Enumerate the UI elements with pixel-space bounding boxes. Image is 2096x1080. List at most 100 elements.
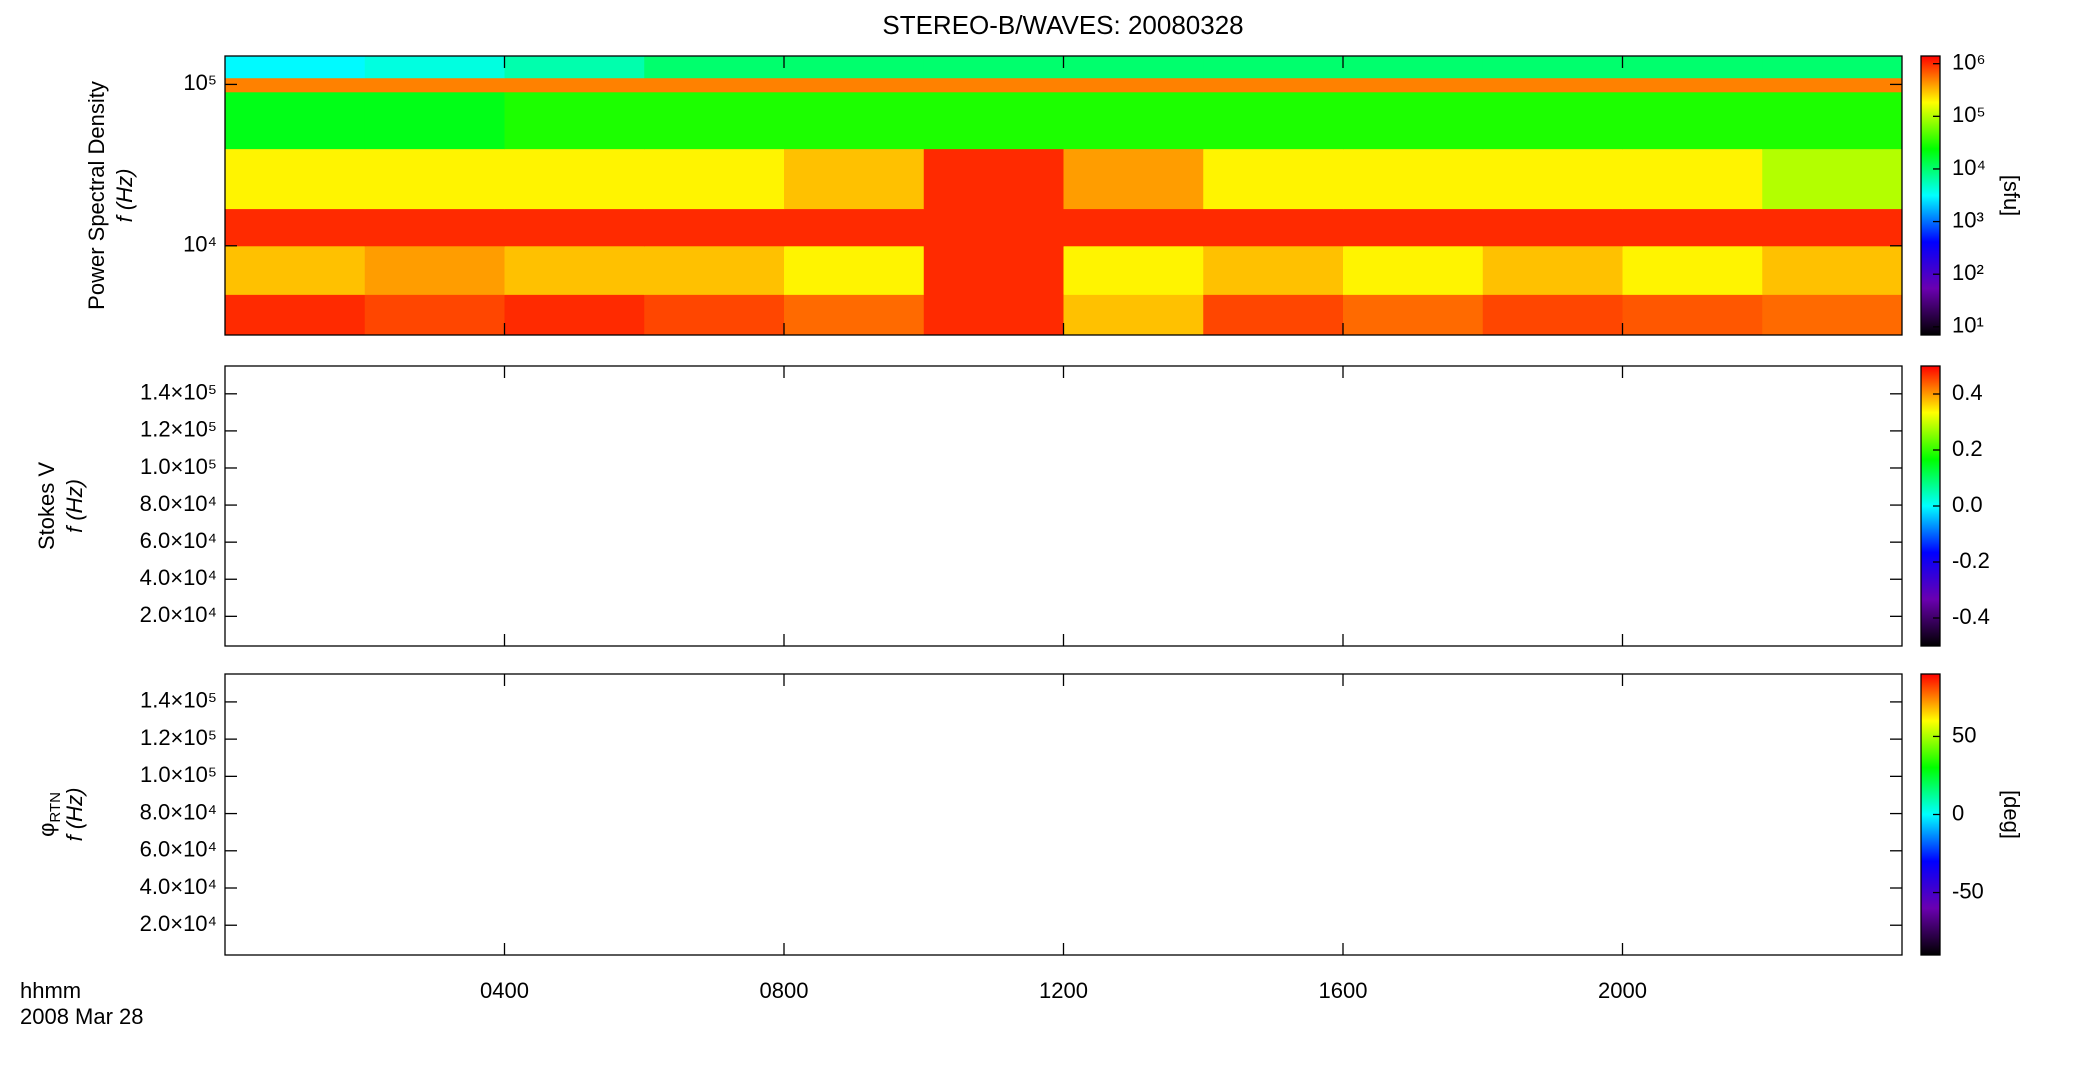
date-label: 2008 Mar 28: [20, 1004, 144, 1029]
spectrogram-cell: [1622, 294, 1763, 336]
colorbar-label: [deg]: [1999, 790, 2024, 839]
spectrogram-cell: [784, 245, 925, 295]
spectrogram-cell: [504, 148, 645, 210]
spectrogram-cell: [923, 77, 1064, 93]
colorbar: [1921, 56, 1940, 335]
spectrogram-cell: [644, 56, 785, 79]
colorbar-tick-label: 0: [1952, 800, 1964, 825]
y-axis-label: φRTN: [34, 792, 64, 837]
spectrogram-cell: [1622, 91, 1763, 150]
colorbar-tick-label: 10⁴: [1952, 155, 1986, 180]
spectrogram-cell: [1063, 56, 1204, 79]
x-tick-label: 0400: [480, 978, 529, 1003]
y-tick-label: 1.4×10⁵: [140, 688, 217, 713]
spectrogram-cell: [1762, 245, 1903, 295]
spectrogram-cell: [784, 294, 925, 336]
colorbar-tick-label: -0.4: [1952, 604, 1990, 629]
spectrogram-cell: [504, 77, 645, 93]
colorbar-tick-label: -50: [1952, 878, 1984, 903]
y-tick-label: 8.0×10⁴: [140, 491, 217, 516]
spectrogram-cell: [1063, 148, 1204, 210]
spectrogram-cell: [1482, 91, 1623, 150]
colorbar-tick-label: 10⁵: [1952, 102, 1986, 127]
colorbar-frame: [1920, 55, 1941, 336]
y-tick-label: 6.0×10⁴: [140, 528, 217, 553]
y-tick-label: 6.0×10⁴: [140, 837, 217, 862]
colorbar-tick-label: 10²: [1952, 260, 1984, 285]
y-tick-label: 10⁴: [183, 232, 217, 257]
y-axis-label-subscript: RTN: [47, 792, 64, 823]
colorbar-tick-label: 10³: [1952, 207, 1984, 232]
colorbar: [1921, 674, 1940, 955]
y-axis-label-units: f (Hz): [62, 479, 87, 533]
spectrogram-cell: [1482, 208, 1623, 247]
spectrogram-cell: [1343, 148, 1484, 210]
spectrogram-cell: [1622, 56, 1763, 79]
spectrogram-cell: [1203, 56, 1344, 79]
spectrogram-cell: [1343, 294, 1484, 336]
y-tick-label: 2.0×10⁴: [140, 602, 217, 627]
y-tick-label: 1.2×10⁵: [140, 725, 217, 750]
spectrogram-cell: [225, 208, 366, 247]
spectrogram-cell: [1343, 77, 1484, 93]
spectrogram-cell: [1203, 208, 1344, 247]
spectrogram-cell: [644, 208, 785, 247]
spectrogram-cell: [364, 56, 505, 79]
spectrogram-cell: [1622, 208, 1763, 247]
y-tick-label: 1.2×10⁵: [140, 417, 217, 442]
y-axis-label-text: Stokes V: [34, 462, 59, 550]
colorbar-tick-label: 0.4: [1952, 380, 1983, 405]
spectrogram-cell: [1063, 91, 1204, 150]
spectrogram-cell: [1203, 148, 1344, 210]
spectrogram-cell: [923, 148, 1064, 210]
spectrogram-cell: [644, 148, 785, 210]
x-tick-label: 1200: [1039, 978, 1088, 1003]
spectrogram-cell: [644, 91, 785, 150]
y-tick-label: 4.0×10⁴: [140, 874, 217, 899]
plot-frame: [224, 673, 1903, 956]
spectrogram-cell: [225, 91, 366, 150]
spectrogram-cell: [364, 208, 505, 247]
spectrogram-cell: [225, 56, 366, 79]
spectrogram-cell: [923, 245, 1064, 295]
colorbar-tick-label: 0.0: [1952, 492, 1983, 517]
spectrogram-cell: [1762, 56, 1903, 79]
plot-frame: [224, 365, 1903, 647]
spectrogram-cell: [504, 56, 645, 79]
spectrogram-cell: [1063, 77, 1204, 93]
spectrogram-cell: [364, 294, 505, 336]
spectrogram-cell: [644, 245, 785, 295]
spectrogram-cell: [1762, 91, 1903, 150]
spectrogram-cell: [225, 77, 366, 93]
x-tick-label: 0800: [760, 978, 809, 1003]
y-axis-label: Stokes V: [34, 462, 59, 550]
spectrogram-cell: [364, 77, 505, 93]
colorbar-tick-label: 0.2: [1952, 436, 1983, 461]
colorbar-label: [sfu]: [1999, 175, 2024, 217]
colorbar-tick-label: -0.2: [1952, 548, 1990, 573]
spectrogram-cell: [1203, 77, 1344, 93]
y-tick-label: 10⁵: [183, 70, 217, 95]
spectrogram-cell: [1622, 245, 1763, 295]
spectrogram-cell: [1343, 208, 1484, 247]
y-tick-label: 2.0×10⁴: [140, 911, 217, 936]
colorbar-tick-label: 50: [1952, 722, 1976, 747]
spectrogram-cell: [644, 294, 785, 336]
spectrogram-cell: [1622, 148, 1763, 210]
spectrogram-cell: [1482, 77, 1623, 93]
spectrogram-cell: [1063, 245, 1204, 295]
spectrogram-cell: [1622, 77, 1763, 93]
spectrogram-cell: [644, 77, 785, 93]
spectrogram-cell: [225, 245, 366, 295]
spectrogram-cell: [225, 148, 366, 210]
spectrogram-cell: [1762, 208, 1903, 247]
y-axis-label: Power Spectral Density: [84, 81, 109, 310]
spectrogram-cell: [1203, 245, 1344, 295]
spectrogram-cell: [225, 294, 366, 336]
x-tick-label: 2000: [1598, 978, 1647, 1003]
y-axis-label-text: Power Spectral Density: [84, 81, 109, 310]
spectrogram-cell: [1063, 294, 1204, 336]
spectrogram-cell: [504, 294, 645, 336]
spectrogram-cell: [1343, 56, 1484, 79]
spectrogram-cell: [923, 56, 1064, 79]
